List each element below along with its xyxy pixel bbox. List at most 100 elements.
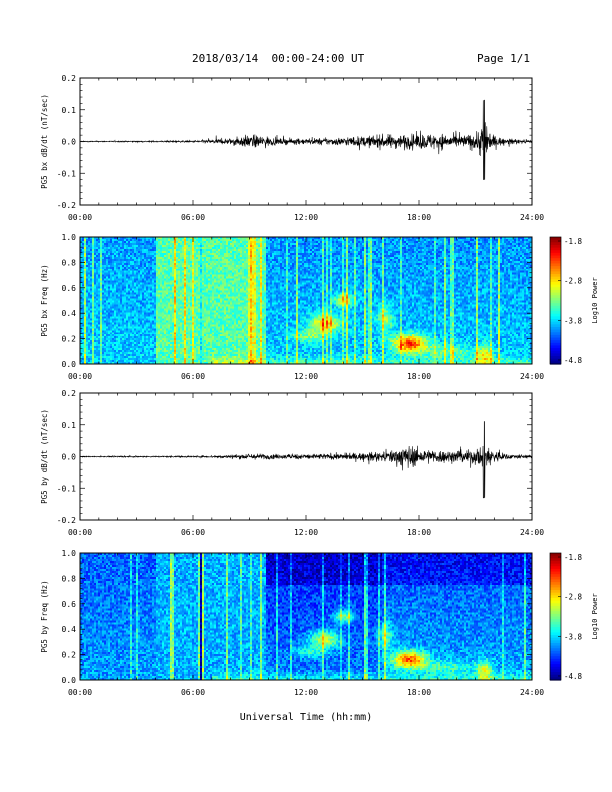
colorbar-swatch [550, 303, 561, 307]
colorbar-swatch [550, 292, 561, 296]
page-number: Page 1/1 [477, 52, 530, 65]
colorbar-swatch [550, 326, 561, 331]
x-tick-label: 12:00 [294, 213, 318, 222]
colorbar-swatch [550, 281, 561, 286]
colorbar-swatch [550, 255, 561, 259]
spectrogram-panel-bx: 00:00 06:00 12:00 18:00 24:00 1.0 0.8 0.6 0.4 0.2… [40, 233, 599, 381]
colorbar-swatch [550, 640, 561, 644]
y-tick-label: 0.4 [62, 625, 77, 634]
colorbar-tick-label: -1.8 [564, 237, 583, 246]
colorbar-tick-label: -4.8 [564, 356, 583, 365]
colorbar-swatch [550, 653, 561, 657]
x-tick-label: 06:00 [181, 688, 205, 697]
colorbar-swatch [550, 635, 561, 639]
colorbar-frame [549, 552, 562, 681]
colorbar-swatch [550, 284, 561, 288]
x-tick-label: 06:00 [181, 213, 205, 222]
colorbar-swatch [550, 329, 561, 333]
colorbar-swatch [550, 345, 561, 349]
y-tick-label: 0.8 [62, 574, 77, 583]
colorbar-tick-label: -4.8 [564, 672, 583, 681]
colorbar-swatch [550, 608, 561, 612]
colorbar-swatch [550, 566, 561, 570]
x-tick-label: 24:00 [520, 372, 544, 381]
y-tick-label: 0.2 [62, 74, 77, 83]
x-tick-label: 00:00 [68, 688, 92, 697]
colorbar-swatch [550, 661, 561, 665]
y-tick-label: 0.1 [62, 421, 77, 430]
colorbar-swatch [550, 340, 561, 344]
x-tick-label: 18:00 [407, 528, 431, 537]
y-tick-label: -0.1 [57, 484, 76, 493]
colorbar-swatch [550, 332, 561, 336]
colorbar-swatch [550, 297, 561, 302]
colorbar-swatch [550, 239, 561, 243]
colorbar-swatch [550, 311, 561, 315]
y-tick-label: 0.2 [62, 651, 77, 660]
colorbar-swatch [550, 656, 561, 660]
colorbar-tick-label: -1.8 [564, 553, 583, 562]
colorbar-swatch [550, 305, 561, 310]
colorbar-swatch [550, 603, 561, 607]
colorbar-swatch [550, 669, 561, 673]
y-tick-label: 0.8 [62, 258, 77, 267]
colorbar-swatch [550, 274, 561, 278]
colorbar-swatch [550, 568, 561, 573]
colorbar-swatch [550, 677, 561, 681]
colorbar-swatch [550, 334, 561, 339]
colorbar-swatch [550, 348, 561, 352]
dbdt-panel-by: 00:00 06:00 12:00 18:00 24:00 0.2 0.1 0.0 -0.1 -0… [40, 389, 544, 537]
colorbar-swatch [550, 553, 561, 557]
x-tick-label: 12:00 [294, 688, 318, 697]
colorbar-swatch [550, 674, 561, 678]
x-tick-label: 18:00 [407, 372, 431, 381]
x-tick-label: 18:00 [407, 213, 431, 222]
x-tick-label: 18:00 [407, 688, 431, 697]
colorbar-swatch [550, 313, 561, 317]
colorbar-swatch [550, 587, 561, 591]
colorbar-swatch [550, 258, 561, 262]
colorbar-swatch [550, 650, 561, 655]
colorbar-swatch [550, 260, 561, 265]
colorbar-swatch [550, 560, 561, 565]
page-header: 2018/03/14 00:00-24:00 UT Page 1/1 [0, 52, 612, 70]
colorbar-swatch [550, 558, 561, 562]
colorbar-swatch [550, 605, 561, 610]
colorbar-swatch [550, 289, 561, 294]
series-line [79, 99, 533, 180]
colorbar-swatch [550, 237, 561, 241]
colorbar-swatch [550, 555, 561, 559]
colorbar-swatch [550, 584, 561, 588]
colorbar-swatch [550, 353, 561, 357]
y-axis-label: PG5 by Freq (Hz) [40, 580, 49, 652]
colorbar-swatch [550, 597, 561, 602]
y-tick-label: 0.2 [62, 335, 77, 344]
y-tick-label: -0.2 [57, 516, 76, 525]
colorbar-swatch [550, 574, 561, 578]
colorbar-swatch [550, 576, 561, 581]
y-tick-label: 1.0 [62, 549, 77, 558]
x-tick-label: 06:00 [181, 528, 205, 537]
colorbar-swatch [550, 627, 561, 631]
colorbar-tick-label: -2.8 [564, 593, 583, 602]
y-tick-label: 0.6 [62, 284, 77, 293]
colorbar-swatch [550, 666, 561, 671]
spectrogram-heatmap [80, 553, 532, 680]
colorbar-swatch [550, 279, 561, 283]
x-tick-label: 06:00 [181, 372, 205, 381]
colorbar-swatch [550, 563, 561, 567]
colorbar-swatch [550, 266, 561, 270]
y-tick-label: 0.4 [62, 309, 77, 318]
y-axis-label: PG5 bx Freq (Hz) [40, 264, 49, 336]
colorbar-swatch [550, 263, 561, 267]
x-tick-label: 24:00 [520, 688, 544, 697]
colorbar-swatch [550, 324, 561, 328]
colorbar-swatch [550, 642, 561, 647]
colorbar-swatch [550, 672, 561, 676]
colorbar-swatch [550, 619, 561, 623]
colorbar-swatch [550, 342, 561, 347]
colorbar-frame [549, 236, 562, 365]
colorbar-swatch [550, 319, 561, 323]
colorbar-swatch [550, 337, 561, 341]
colorbar-swatch [550, 624, 561, 628]
